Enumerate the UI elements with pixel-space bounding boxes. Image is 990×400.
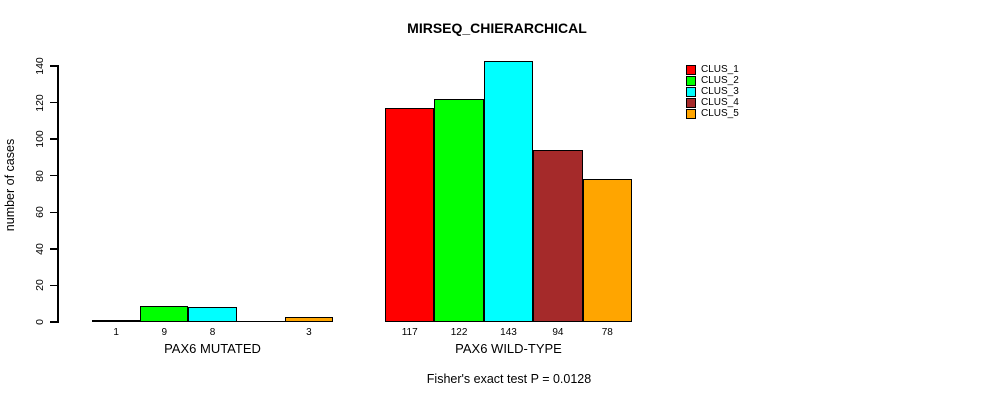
legend-label: CLUS_1: [701, 63, 739, 75]
y-tick-label: 140: [34, 57, 46, 75]
y-tick: [50, 321, 57, 323]
annotation-text: Fisher's exact test P = 0.0128: [426, 372, 592, 386]
y-tick: [50, 211, 57, 214]
legend-label: CLUS_4: [701, 97, 739, 109]
legend-swatch-clus-2: [686, 75, 696, 86]
bar-clus_5: [582, 179, 632, 322]
y-tick-label: 0: [34, 319, 46, 325]
bar-value-label: 122: [450, 327, 468, 338]
bar-value-label: 8: [209, 327, 216, 338]
y-tick: [50, 65, 57, 67]
legend-swatch-clus-1: [686, 64, 696, 75]
legend-item: CLUS_2: [686, 75, 739, 86]
bar-value-label: 143: [500, 327, 517, 338]
legend-label: CLUS_5: [701, 108, 739, 120]
y-tick-label: 100: [34, 130, 46, 148]
legend: CLUS_1 CLUS_2 CLUS_3 CLUS_4 CLUS_5: [686, 64, 739, 120]
bar-clus_3: [188, 307, 237, 322]
bar-value-label: 78: [601, 327, 613, 338]
legend-swatch-clus-5: [686, 109, 696, 120]
y-tick: [50, 101, 57, 104]
y-tick-label: 20: [34, 279, 46, 292]
y-tick-label: 120: [34, 93, 46, 112]
bar-clus_4: [236, 320, 285, 322]
legend-item: CLUS_1: [686, 64, 739, 75]
bar-clus_1: [92, 320, 141, 322]
legend-swatch-clus-4: [686, 98, 696, 109]
y-tick: [50, 248, 57, 250]
y-tick: [50, 284, 57, 287]
legend-label: CLUS_3: [701, 85, 739, 97]
bar-clus_5: [284, 316, 333, 322]
y-axis-label: number of cases: [3, 138, 17, 232]
bar-value-label: 1: [113, 327, 119, 338]
bar-value-label: 3: [306, 327, 312, 338]
bar-value-label: 94: [552, 327, 564, 338]
x-group-label: PAX6 MUTATED: [164, 341, 261, 356]
legend-item: CLUS_3: [686, 86, 739, 97]
bar-clus_4: [533, 150, 583, 322]
y-axis: [57, 65, 59, 323]
legend-item: CLUS_4: [686, 98, 739, 109]
bar-clus_1: [385, 108, 435, 322]
legend-swatch-clus-3: [686, 86, 696, 97]
y-tick-label: 40: [34, 243, 46, 255]
chart-title: MIRSEQ_CHIERARCHICAL: [407, 20, 587, 36]
y-tick: [50, 174, 57, 177]
bar-clus_2: [140, 305, 189, 322]
bar-clus_3: [483, 60, 534, 322]
legend-item: CLUS_5: [686, 109, 739, 120]
x-group-label: PAX6 WILD-TYPE: [455, 341, 562, 356]
y-tick-label: 60: [34, 206, 46, 219]
bar-clus_2: [434, 98, 484, 322]
y-tick: [50, 138, 57, 140]
legend-label: CLUS_2: [701, 74, 739, 86]
bar-value-label: 117: [401, 327, 418, 338]
bar-value-label: 9: [161, 327, 168, 338]
y-tick-label: 80: [34, 169, 46, 182]
